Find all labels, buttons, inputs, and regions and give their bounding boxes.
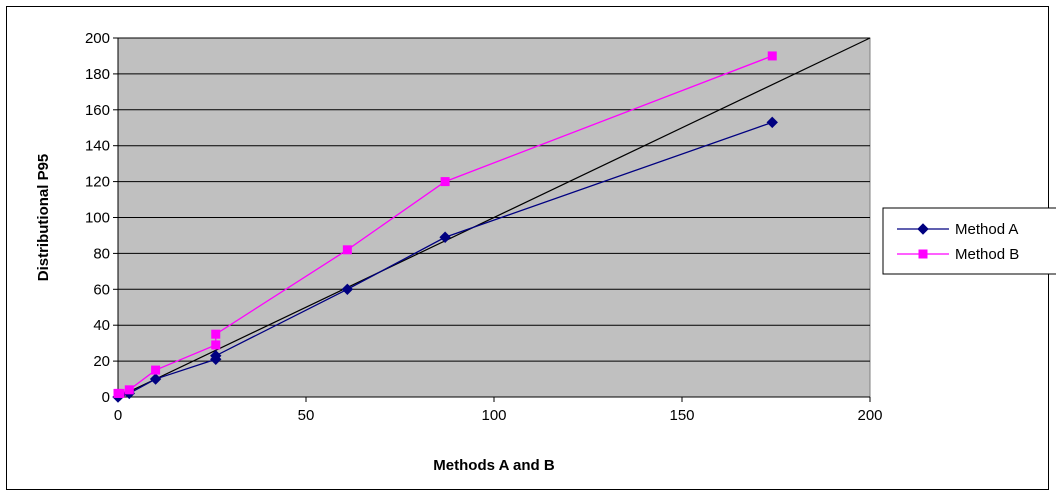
series-method-b: [113, 51, 777, 398]
legend-box: [882, 207, 1056, 275]
gridlines: [118, 37, 870, 398]
data-point: [210, 350, 222, 362]
data-point: [115, 388, 125, 398]
x-tick-label: 200: [857, 407, 882, 424]
x-tick-label: 150: [669, 407, 694, 424]
data-point: [439, 231, 451, 243]
data-point: [211, 340, 221, 350]
y-tick-label: 80: [93, 245, 110, 262]
legend: Method A Method B: [882, 207, 1056, 275]
data-point: [211, 329, 221, 339]
x-axis-ticks: 0 50 100 150 200: [114, 38, 883, 424]
y-tick-label: 60: [93, 281, 110, 298]
y-tick-label: 0: [102, 389, 110, 406]
y-tick-label: 180: [85, 66, 110, 83]
x-tick-label: 0: [114, 407, 122, 424]
y-tick-label: 20: [93, 353, 110, 370]
legend-label: Method A: [955, 221, 1018, 238]
data-point: [342, 245, 352, 255]
y-axis-title: Distributional P95: [35, 154, 52, 282]
y-tick-label: 100: [85, 210, 110, 227]
data-point: [124, 385, 134, 395]
legend-marker: [918, 249, 928, 259]
legend-item: Method A: [897, 221, 1018, 238]
y-tick-label: 40: [93, 317, 110, 334]
series-layer: [112, 51, 778, 403]
data-point: [151, 365, 161, 375]
y-tick-label: 200: [85, 30, 110, 47]
data-point: [440, 177, 450, 187]
reference-line: [117, 37, 871, 398]
x-axis-title: Methods A and B: [433, 457, 555, 474]
legend-label: Method B: [955, 246, 1019, 263]
x-tick-label: 100: [481, 407, 506, 424]
y-tick-label: 120: [85, 174, 110, 191]
y-axis-ticks: 0 20 40 60 80 100 120 140 160 180 200: [85, 30, 118, 406]
legend-marker: [917, 223, 929, 235]
data-point: [341, 283, 354, 296]
y-tick-label: 140: [85, 138, 110, 155]
data-point: [767, 51, 777, 61]
data-point: [766, 116, 778, 129]
legend-item: Method B: [897, 246, 1019, 263]
data-point: [149, 373, 162, 385]
y-tick-label: 160: [85, 102, 110, 119]
x-tick-label: 50: [298, 407, 315, 424]
